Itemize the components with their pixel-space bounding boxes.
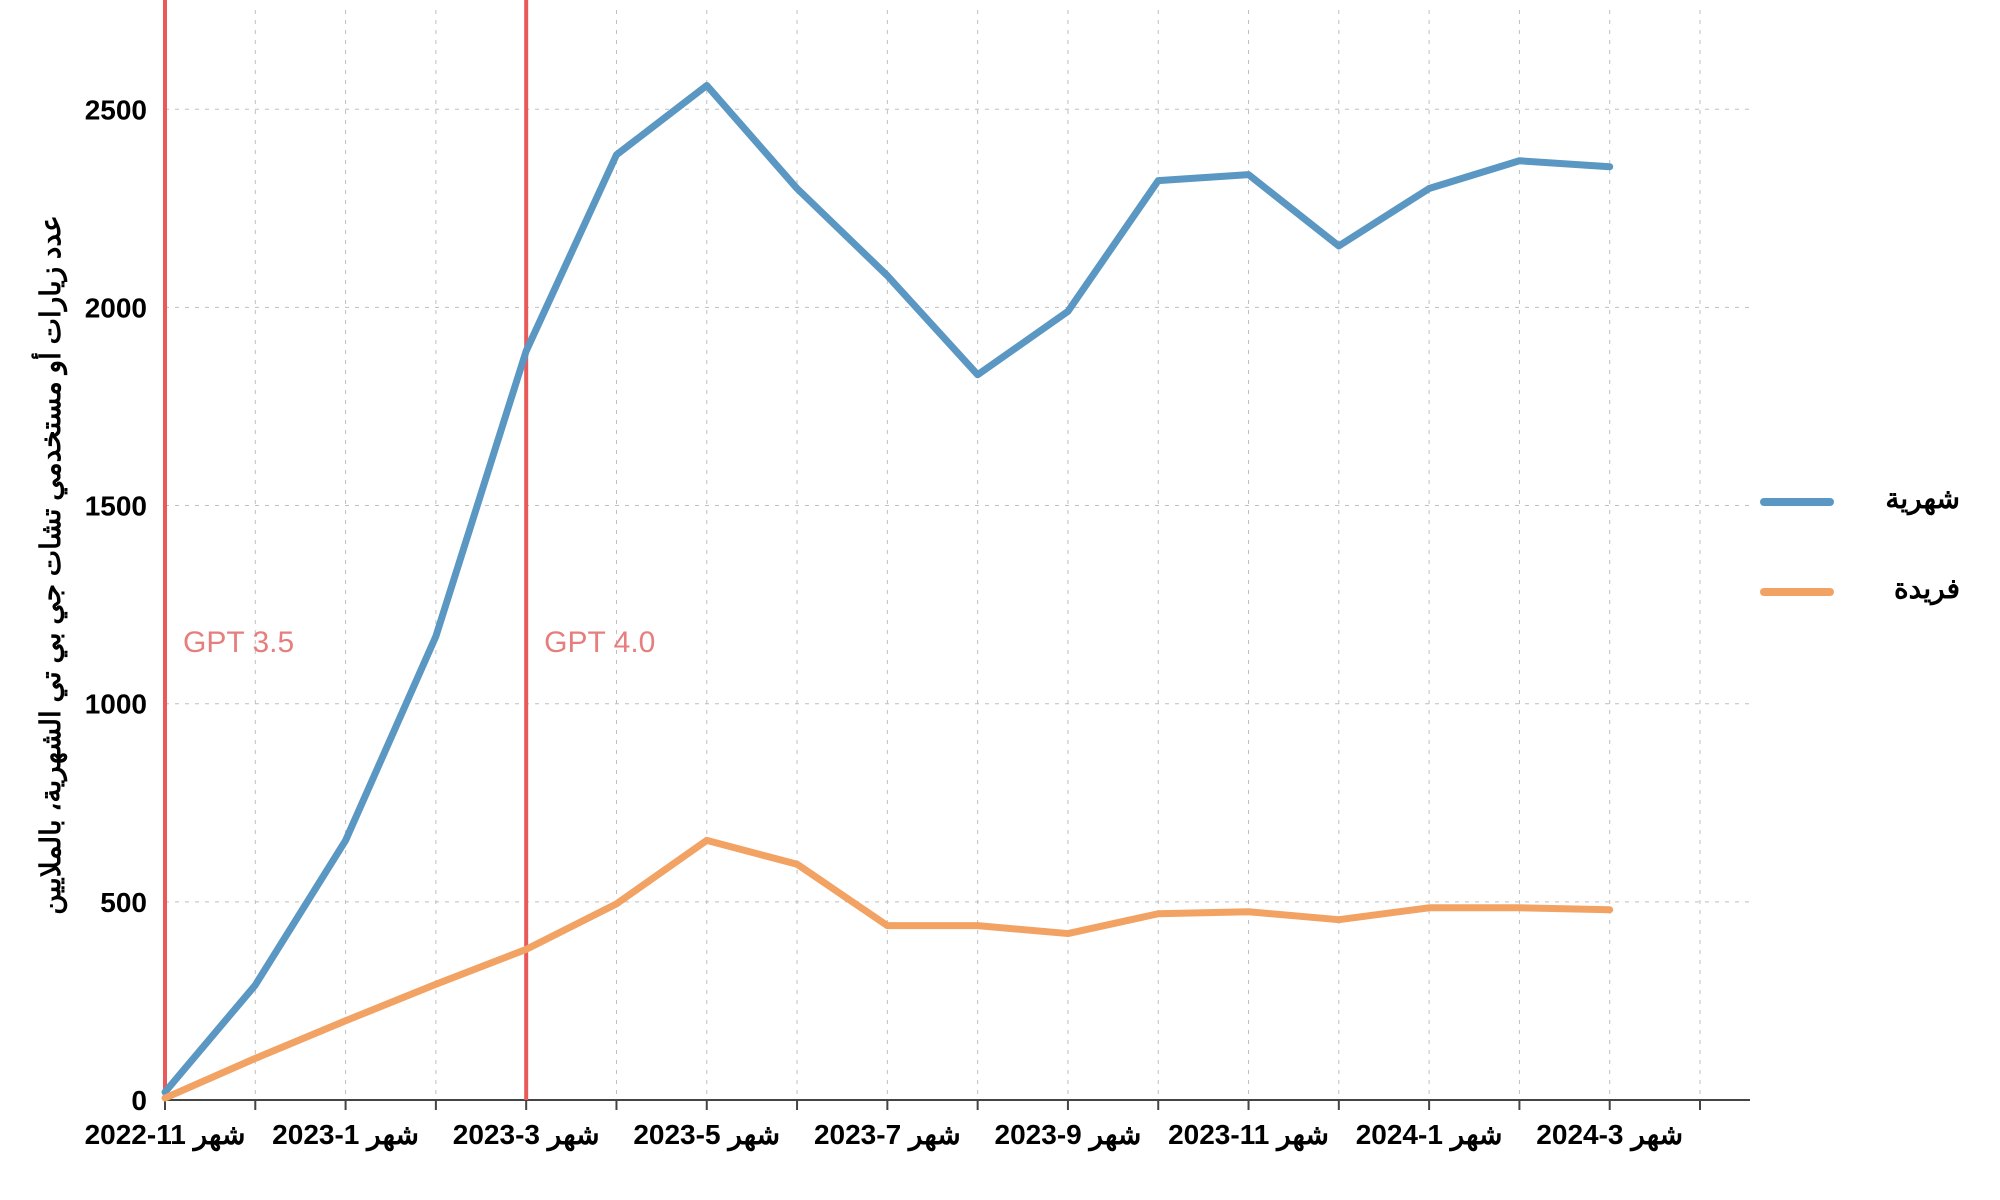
x-tick-label: شهر 7-2023: [814, 1119, 961, 1152]
x-tick-label: شهر 3-2023: [453, 1119, 600, 1152]
legend-swatch: [1760, 498, 1834, 506]
y-tick-label: 1000: [85, 689, 147, 720]
y-tick-label: 2500: [85, 94, 147, 125]
y-axis-label: عدد زيارات أو مستخدمي تشات جي بي تي الشه…: [32, 215, 68, 915]
x-tick-label: شهر 9-2023: [995, 1119, 1142, 1152]
release-marker-label: GPT 3.5: [183, 626, 294, 659]
release-marker-label: GPT 4.0: [544, 626, 655, 659]
x-tick-label: شهر 3-2024: [1536, 1119, 1683, 1152]
x-tick-label: شهر 11-2022: [85, 1119, 246, 1152]
x-tick-label: شهر 5-2023: [633, 1119, 780, 1152]
x-tick-label: شهر 1-2023: [272, 1119, 419, 1152]
y-tick-label: 1500: [85, 491, 147, 522]
legend-swatch: [1760, 588, 1834, 596]
x-tick-label: شهر 11-2023: [1168, 1119, 1329, 1152]
legend-label: شهرية: [1885, 483, 1960, 516]
y-tick-label: 2000: [85, 292, 147, 323]
legend-label: فريدة: [1894, 573, 1960, 606]
line-chart: 0 500 1000 1500 2000 2500 شهر 11-2022 شهر 1-202…: [0, 0, 2000, 1200]
x-tick-label: شهر 1-2024: [1356, 1119, 1503, 1152]
y-tick-label: 0: [131, 1085, 147, 1116]
y-tick-label: 500: [100, 887, 147, 918]
